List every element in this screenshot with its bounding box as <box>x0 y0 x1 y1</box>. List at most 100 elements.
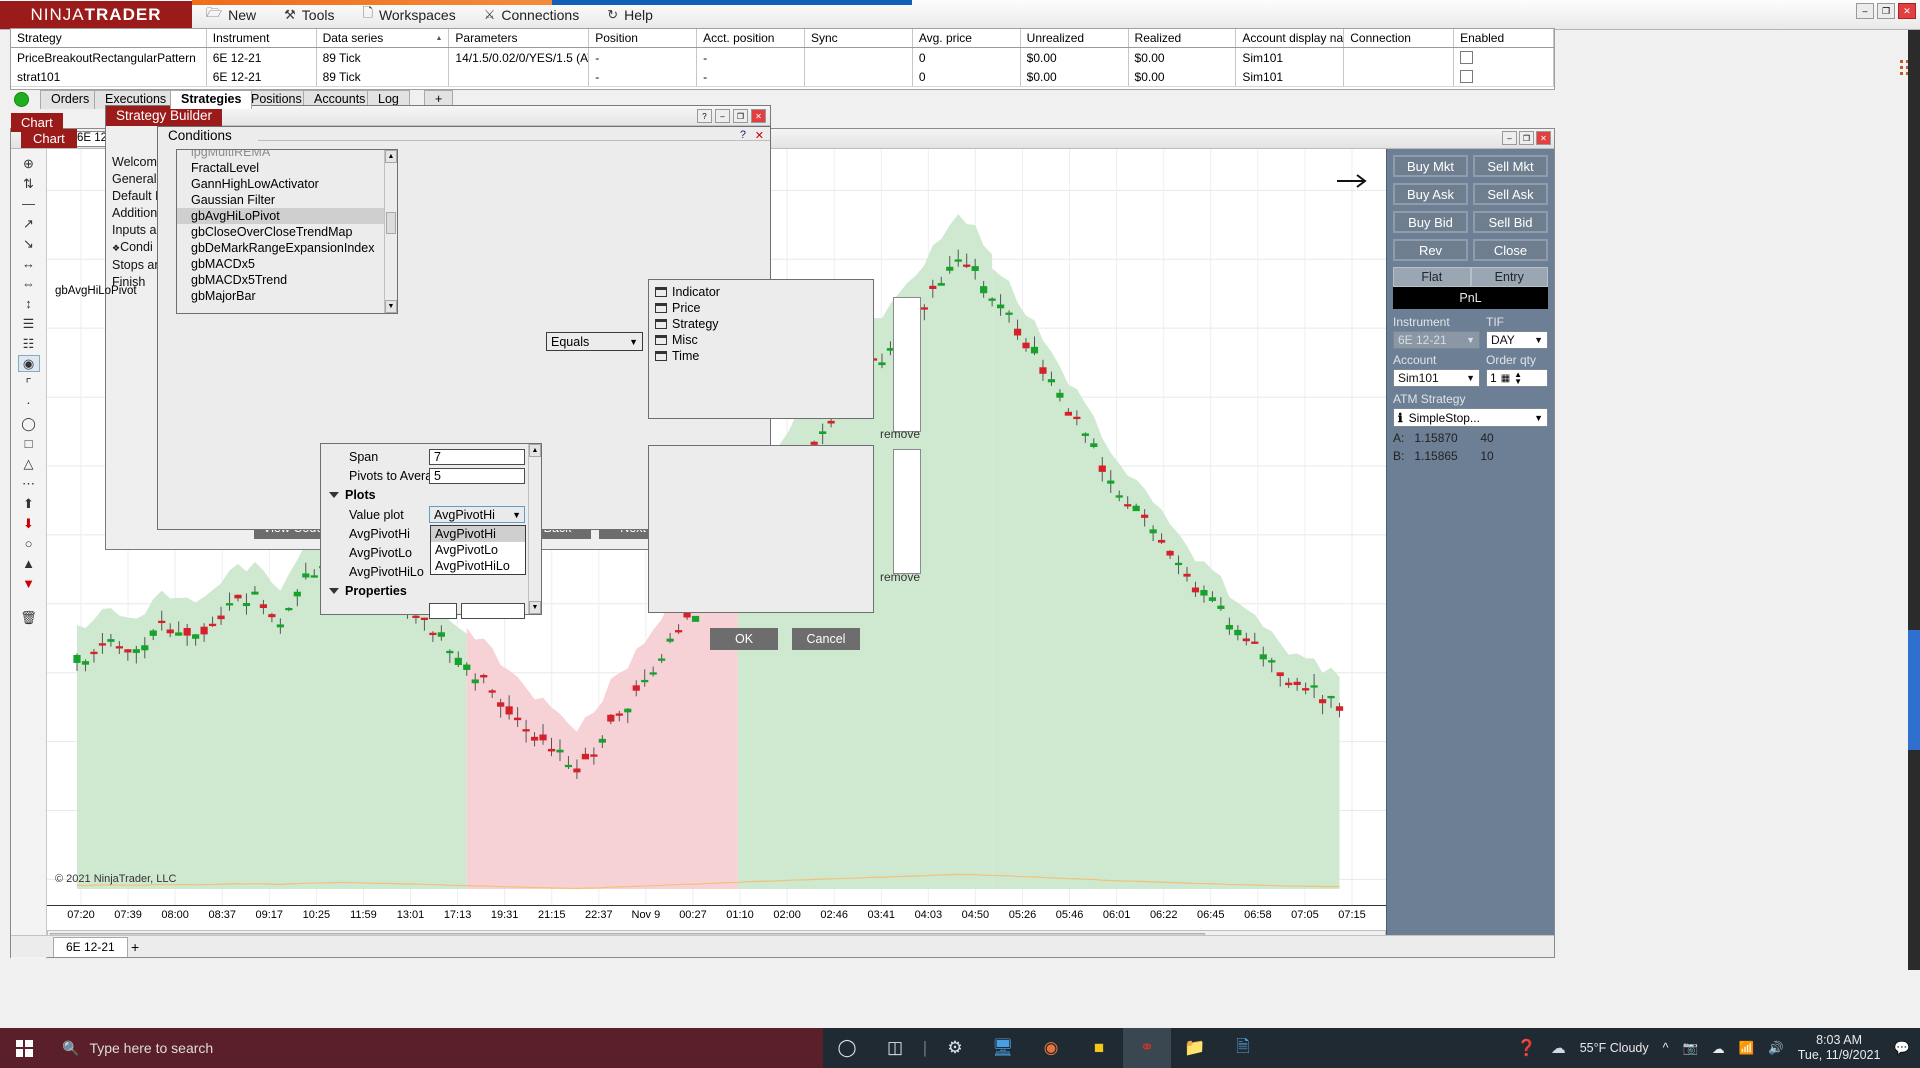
tree-item-price[interactable]: Price <box>655 300 873 316</box>
settings-icon[interactable]: ⚙ <box>947 1038 963 1057</box>
taskbar-clock[interactable]: 8:03 AM Tue, 11/9/2021 <box>1798 1033 1881 1063</box>
indicator-item-gbdemarkrangeexpansionindex[interactable]: gbDeMarkRangeExpansionIndex <box>191 241 375 255</box>
rectangle-icon[interactable]: □ <box>24 436 33 451</box>
right-panel-bottom[interactable] <box>893 449 921 574</box>
grid-cell-dataseries[interactable]: 89 Tick <box>317 67 450 86</box>
right-panel-top[interactable] <box>893 297 921 432</box>
indicator-item-gbcloseoverclosetrendmap[interactable]: gbCloseOverCloseTrendMap <box>191 225 353 239</box>
category-tree[interactable]: Indicator Price Strategy Misc Time <box>648 279 874 419</box>
sb-nav-finish[interactable]: Finish <box>112 275 146 289</box>
circle-icon[interactable]: ○ <box>24 536 33 551</box>
remove-label-bottom[interactable]: remove <box>880 570 921 584</box>
grid-cell-parameters[interactable] <box>449 67 590 86</box>
menu-item-help[interactable]: ↻ Help <box>593 0 667 30</box>
grid-header-account-display-name[interactable]: Account display name <box>1236 29 1345 47</box>
sb-nav-additiona[interactable]: Additiona <box>112 206 165 220</box>
grid-header-connection[interactable]: Connection <box>1344 29 1455 47</box>
ellipse-icon[interactable]: ◯ <box>21 415 36 431</box>
grid-header-acct-position[interactable]: Acct. position <box>697 29 805 47</box>
operator-select[interactable]: Equals ▼ <box>546 332 643 351</box>
dropdown-option-avgpivotlo[interactable]: AvgPivotLo <box>435 543 499 557</box>
sell-mkt-button[interactable]: Sell Mkt <box>1473 155 1548 177</box>
strategy-builder-title-bar[interactable] <box>106 106 770 126</box>
triangle-icon[interactable]: △ <box>23 455 34 471</box>
grid-cell-dataseries[interactable]: 89 Tick <box>317 48 450 67</box>
grid-cell-strategy[interactable]: strat101 <box>11 67 207 86</box>
property-row-pivots[interactable]: Pivots to Avera... 5 <box>321 466 528 485</box>
grid-cell-strategy[interactable]: PriceBreakoutRectangularPattern <box>11 48 207 67</box>
extra-input-a[interactable] <box>429 602 457 619</box>
arrow-up-icon[interactable]: ⬆ <box>23 495 34 511</box>
gann-icon[interactable]: ◉ <box>17 355 40 372</box>
indicator-item-gaussian-filter[interactable]: Gaussian Filter <box>191 193 276 207</box>
grid-header-position[interactable]: Position <box>589 29 698 47</box>
grid-header-realized[interactable]: Realized <box>1129 29 1237 47</box>
grid-cell-enabled[interactable] <box>1454 48 1554 67</box>
sb-help-button[interactable]: ? <box>697 109 712 123</box>
grid-cell-position[interactable]: - <box>589 48 698 67</box>
atm-strategy-select[interactable]: ℹ SimpleStop... ▼ <box>1393 408 1548 427</box>
remote-desktop-icon[interactable]: 🖥 <box>992 1038 1014 1057</box>
tree-item-strategy[interactable]: Strategy <box>655 316 873 332</box>
selected-condition-list[interactable] <box>648 445 874 613</box>
grid-header-parameters[interactable]: Parameters <box>449 29 590 47</box>
flat-label[interactable]: Flat <box>1393 267 1471 287</box>
property-row-avgpivothilo[interactable]: AvgPivotHiLo <box>321 562 528 581</box>
close-position-button[interactable]: Close <box>1473 239 1548 261</box>
sb-close-button[interactable]: ✕ <box>751 109 766 123</box>
chart-restore-button[interactable]: ❐ <box>1519 131 1534 145</box>
grid-header-strategy[interactable]: Strategy <box>11 29 207 47</box>
pivots-input[interactable]: 5 <box>429 467 525 484</box>
property-row-extra[interactable] <box>321 601 528 620</box>
property-row-value-plot[interactable]: Value plot AvgPivotHi ▼ <box>321 505 528 524</box>
reverse-button[interactable]: Rev <box>1393 239 1468 261</box>
task-view-icon[interactable]: ◫ <box>886 1038 904 1057</box>
tab-add[interactable]: + <box>424 90 454 109</box>
sb-nav-welcome[interactable]: Welcome <box>112 155 164 169</box>
tree-item-indicator[interactable]: Indicator <box>655 284 873 300</box>
extended-line-icon[interactable]: ⇔ <box>22 276 35 291</box>
property-row-avgpivotlo[interactable]: AvgPivotLo <box>321 543 528 562</box>
property-row-avgpivothi[interactable]: AvgPivotHi <box>321 524 528 543</box>
menu-item-workspaces[interactable]: 🗋 Workspaces <box>348 0 469 30</box>
grid-header-data-series[interactable]: Data series <box>317 29 450 47</box>
value-plot-select[interactable]: AvgPivotHi ▼ <box>429 506 525 523</box>
taskbar-search[interactable]: 🔍 Type here to search <box>48 1028 823 1068</box>
arrow-down-icon[interactable]: ⬇ <box>23 515 34 531</box>
tab-log[interactable]: Log <box>367 90 410 109</box>
chart-close-button[interactable]: ✕ <box>1536 131 1551 145</box>
grid-header-unrealized[interactable]: Unrealized <box>1021 29 1129 47</box>
span-input[interactable]: 7 <box>429 448 525 465</box>
grid-cell-sync[interactable] <box>805 67 913 86</box>
horizontal-line-icon[interactable]: — <box>22 196 35 211</box>
instrument-select[interactable]: 6E 12-21 ▼ <box>1393 331 1480 349</box>
conditions-close-icon[interactable]: ✕ <box>754 130 764 142</box>
sb-restore-button[interactable]: ❐ <box>733 109 748 123</box>
grid-cell-avg[interactable]: 0 <box>913 67 1021 86</box>
onedrive-icon[interactable]: ☁ <box>1712 1041 1725 1056</box>
chart-tab-6e[interactable]: 6E 12-21 <box>53 937 128 957</box>
cursor-icon[interactable]: ⇅ <box>23 175 34 191</box>
chart-tab-add[interactable]: + <box>131 939 140 955</box>
scroll-down-icon[interactable]: ▼ <box>529 601 541 614</box>
grid-cell-account[interactable]: Sim101 <box>1236 67 1345 86</box>
scroll-up-icon[interactable]: ▲ <box>529 444 541 457</box>
indicator-item-gbavghilopivot[interactable]: gbAvgHiLoPivot <box>177 208 384 224</box>
time-axis[interactable]: 07:20 07:39 08:00 08:37 09:17 10:25 11:59 13:01… <box>47 905 1386 925</box>
properties-scrollbar[interactable]: ▲ ▼ <box>528 444 541 614</box>
cortana-icon[interactable]: ◯ <box>837 1038 857 1057</box>
indicator-list-scrollbar[interactable]: ▲ ▼ <box>384 150 397 313</box>
extra-input-b[interactable] <box>461 602 525 619</box>
indicator-item-gbmacdx5[interactable]: gbMACDx5 <box>191 257 255 271</box>
regression-icon[interactable]: ⋅ <box>26 395 31 411</box>
file-explorer-icon[interactable]: 📁 <box>1184 1038 1206 1057</box>
grid-cell-unrealized[interactable]: $0.00 <box>1021 48 1129 67</box>
grid-cell-connection[interactable] <box>1344 67 1455 86</box>
dropdown-option-avgpivothilo[interactable]: AvgPivotHiLo <box>435 559 510 573</box>
store-icon[interactable]: 🗎 <box>1236 1036 1250 1056</box>
chrome-icon[interactable]: ◉ <box>1043 1038 1059 1057</box>
start-button[interactable] <box>0 1028 48 1068</box>
scroll-thumb[interactable] <box>386 212 396 234</box>
text-icon[interactable]: ▲ <box>22 556 35 571</box>
conditions-help-icon[interactable]: ? <box>739 129 746 141</box>
